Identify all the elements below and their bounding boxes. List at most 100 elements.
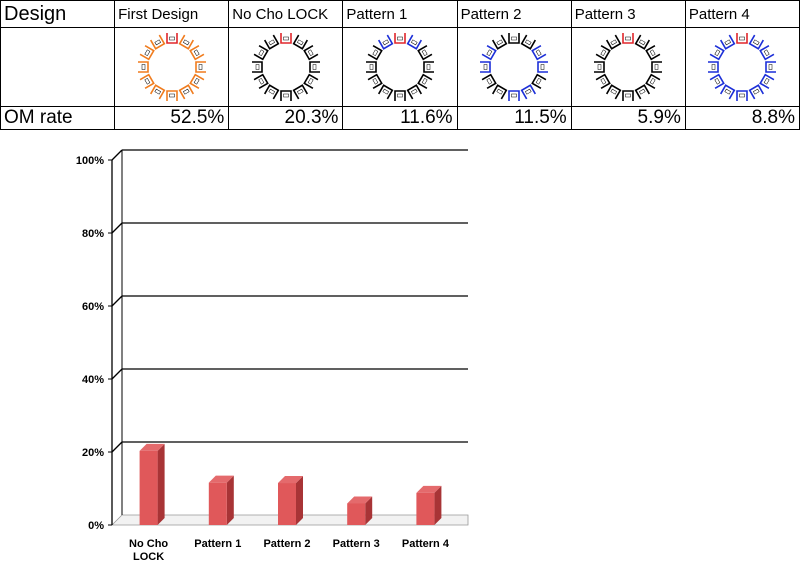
- bracket-icon: [253, 73, 269, 90]
- bracket-icon: [651, 61, 663, 73]
- bracket-icon: [508, 90, 520, 101]
- design-diagram-cell: [456, 27, 572, 107]
- category-label: Pattern 4: [402, 538, 450, 550]
- bracket-icon: [417, 73, 433, 90]
- bracket-icon: [423, 61, 434, 73]
- design-header-label: Design: [0, 0, 116, 28]
- design-diagram-row: [0, 27, 800, 107]
- bracket-icon: [188, 44, 205, 61]
- om-rate-value: 5.9%: [570, 106, 686, 130]
- bracket-icon: [622, 90, 635, 101]
- bracket-icon: [508, 33, 520, 44]
- bracket-icon: [606, 84, 622, 100]
- bracket-icon: [520, 84, 537, 100]
- bracket-icon: [622, 33, 635, 44]
- design-table: Design First Design No Cho LOCK Pattern …: [0, 0, 800, 130]
- bracket-icon: [367, 73, 383, 90]
- bracket-icon: [394, 90, 406, 101]
- y-tick-label: 20%: [82, 447, 104, 459]
- bracket-icon: [165, 33, 178, 44]
- column-name: No Cho LOCK: [228, 0, 344, 28]
- bracket-icon: [736, 33, 749, 44]
- bracket-icon: [253, 44, 269, 61]
- column-name: Pattern 1: [342, 0, 458, 28]
- bracket-icon: [149, 34, 166, 50]
- bracket-icon: [708, 61, 720, 73]
- bracket-icon: [481, 73, 497, 90]
- design-diagram-cell: [342, 27, 458, 107]
- bracket-icon: [280, 90, 292, 101]
- category-label: No Cho: [129, 538, 168, 550]
- bracket-icon: [634, 34, 651, 50]
- gridline-diagonal: [111, 295, 123, 307]
- bracket-icon: [710, 73, 726, 90]
- bracket-icon: [481, 44, 497, 61]
- gridline-diagonal: [111, 368, 123, 380]
- bracket-icon: [365, 61, 377, 73]
- bracket-icon: [263, 84, 280, 100]
- bracket-icon: [748, 34, 765, 50]
- design-diagram-cell: [684, 27, 800, 107]
- gridline-diagonal: [111, 441, 123, 453]
- bracket-icon: [309, 61, 320, 73]
- bracket-icon: [736, 90, 749, 101]
- bracket-icon: [759, 44, 775, 61]
- bracket-icon: [178, 34, 194, 50]
- y-tick-label: 0%: [88, 520, 104, 532]
- bar: [139, 443, 165, 525]
- om-rate-value: 52.5%: [114, 106, 230, 130]
- design-diagram-cell: [114, 27, 230, 107]
- bracket-icon: [634, 84, 651, 100]
- bracket-icon: [303, 73, 319, 90]
- bar: [416, 485, 442, 525]
- bar: [278, 476, 303, 525]
- bracket-icon: [194, 61, 206, 73]
- design-diagram-cell: [228, 27, 344, 107]
- bracket-icon: [188, 73, 205, 90]
- bracket-icon: [537, 61, 549, 73]
- bracket-icon: [251, 61, 263, 73]
- bracket-icon: [280, 33, 292, 44]
- bracket-icon: [165, 90, 178, 101]
- om-rate-value: 11.5%: [456, 106, 572, 130]
- ring-diagram: [594, 33, 663, 101]
- bracket-icon: [645, 44, 661, 61]
- bracket-icon: [492, 84, 508, 100]
- bracket-icon: [748, 84, 765, 100]
- bracket-icon: [137, 61, 149, 73]
- bracket-icon: [480, 61, 491, 73]
- bracket-icon: [139, 73, 155, 90]
- y-tick-label: 100%: [76, 155, 104, 167]
- bracket-icon: [520, 34, 537, 50]
- bracket-icon: [263, 34, 280, 50]
- bracket-icon: [531, 73, 547, 90]
- bracket-icon: [149, 84, 166, 100]
- om-rate-label: OM rate: [0, 106, 116, 130]
- gridline-diagonal: [111, 149, 123, 161]
- bracket-icon: [367, 44, 383, 61]
- bracket-icon: [606, 34, 622, 50]
- category-label: LOCK: [133, 551, 164, 563]
- category-label: Pattern 1: [194, 538, 241, 550]
- om-rate-value: 20.3%: [228, 106, 344, 130]
- column-name: Pattern 3: [570, 0, 686, 28]
- bracket-icon: [139, 44, 155, 61]
- bracket-icon: [292, 34, 308, 50]
- bracket-icon: [292, 84, 308, 100]
- bracket-icon: [377, 34, 394, 50]
- bracket-icon: [720, 34, 736, 50]
- bracket-icon: [594, 61, 606, 73]
- y-tick-label: 60%: [82, 301, 104, 313]
- empty-cell: [0, 27, 116, 107]
- bracket-icon: [406, 34, 423, 50]
- ring-diagram: [137, 33, 206, 101]
- bracket-icon: [394, 33, 406, 44]
- y-tick-label: 40%: [82, 374, 104, 386]
- bar: [347, 496, 373, 525]
- bracket-icon: [406, 84, 423, 100]
- bracket-icon: [645, 73, 661, 90]
- ring-diagram: [708, 33, 777, 101]
- ring-diagram: [251, 33, 320, 101]
- bracket-icon: [417, 44, 433, 61]
